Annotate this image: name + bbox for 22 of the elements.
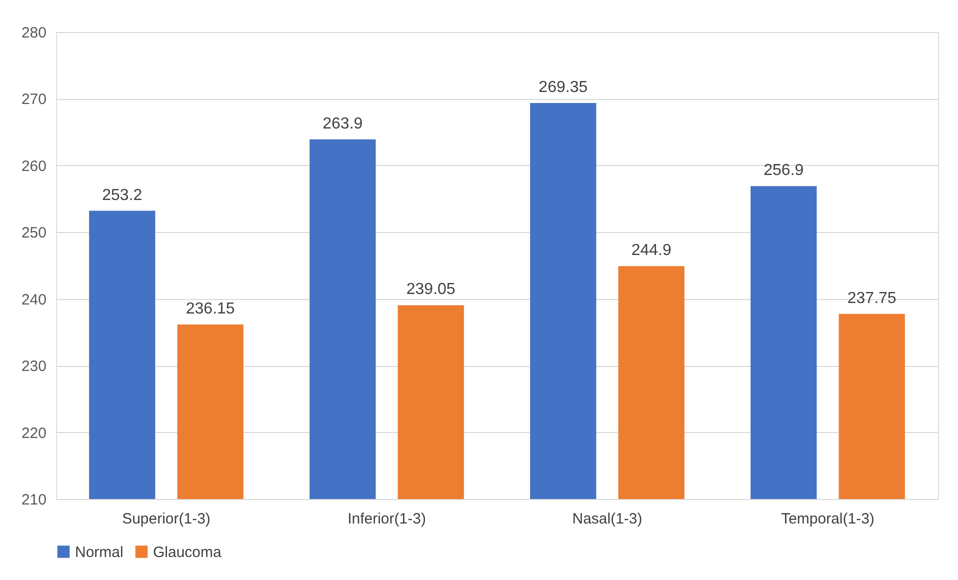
data-label: 263.9 [322, 115, 363, 132]
legend-label: Normal [75, 544, 124, 561]
x-tick-label: Nasal(1-3) [572, 510, 642, 528]
data-label: 269.35 [538, 79, 588, 96]
data-label: 244.9 [631, 242, 672, 260]
data-label: 239.05 [406, 281, 456, 298]
y-tick-label: 210 [21, 492, 46, 508]
y-tick-label: 250 [21, 224, 46, 242]
x-tick-label: Temporal(1-3) [781, 510, 874, 528]
data-label: 236.15 [186, 300, 235, 318]
y-tick-label: 240 [21, 291, 46, 308]
x-tick-label: Inferior(1-3) [348, 510, 426, 528]
x-tick-label: Superior(1-3) [122, 510, 210, 528]
data-label: 256.9 [764, 162, 804, 180]
y-tick-label: 220 [21, 424, 46, 442]
data-label: 237.75 [847, 290, 896, 307]
y-tick-label: 230 [21, 358, 46, 376]
y-tick-label: 270 [21, 91, 46, 108]
data-label: 253.2 [102, 186, 142, 204]
y-tick-label: 280 [21, 24, 46, 42]
y-tick-label: 260 [21, 158, 46, 175]
legend-label: Glaucoma [153, 544, 222, 561]
